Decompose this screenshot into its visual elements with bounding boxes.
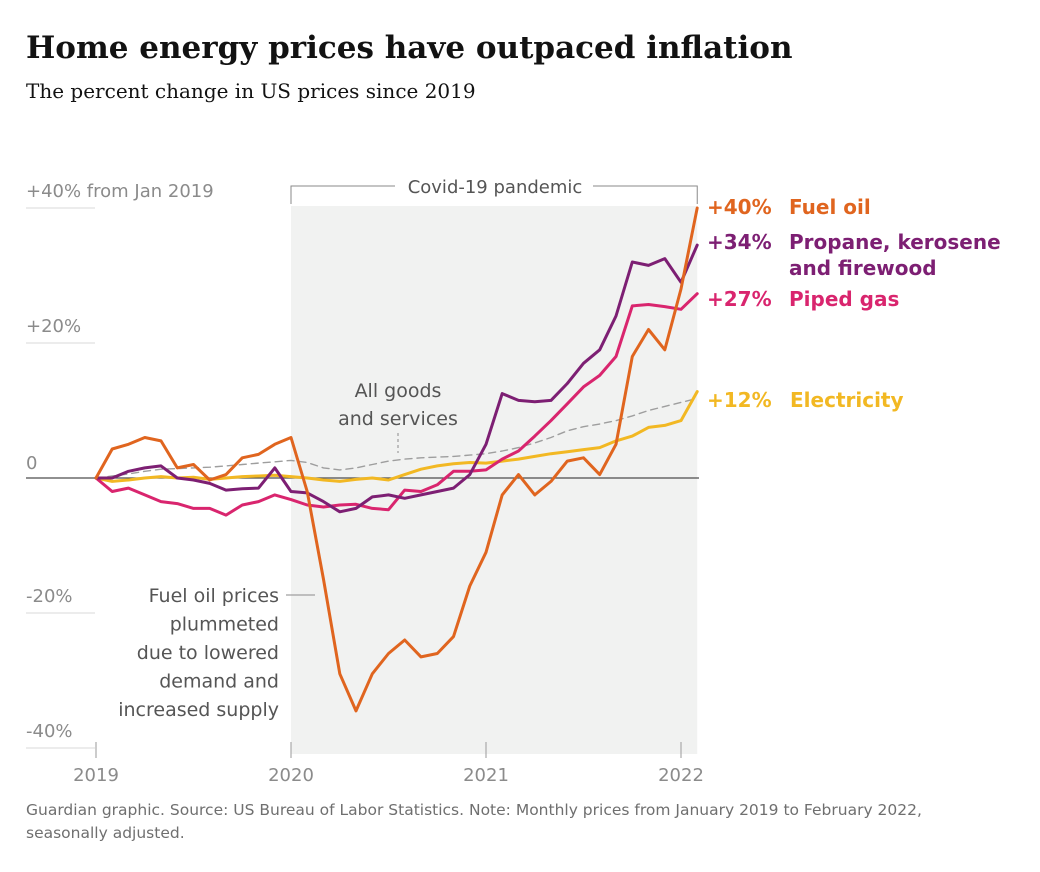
x-tick-label-2019: 2019: [73, 765, 119, 786]
annotation-fuel-oil-line3: due to lowered: [137, 642, 279, 664]
series-line-electricity: [94, 390, 699, 483]
x-tick-label-2022: 2022: [658, 765, 704, 786]
end-label-value-piped_gas: +27%: [707, 287, 772, 311]
end-label-value-fuel_oil: +40%: [707, 195, 772, 219]
annotation-all-goods-line2: and services: [338, 408, 458, 430]
axis-group: +40% from Jan 2019 +20% 0 -20% -40% 2019 2020 2…: [26, 181, 704, 786]
x-tick-label-2021: 2021: [463, 765, 509, 786]
annotation-group: Covid-19 pandemic All goods and services Fu…: [118, 177, 698, 721]
annotation-fuel-oil-line5: increased supply: [118, 699, 279, 721]
y-tick-label-20: +20%: [26, 316, 81, 337]
y-tick-label-40-from-jan-2019: +40% from Jan 2019: [26, 181, 214, 202]
chart-subtitle: The percent change in US prices since 20…: [26, 79, 476, 103]
series-line-fuel-oil: [94, 206, 699, 713]
series-line-propane-kerosene-and-firewood: [94, 243, 699, 514]
annotation-fuel-oil-line4: demand and: [159, 671, 279, 693]
end-label-name-propane-1: Propane, kerosene: [789, 230, 1001, 254]
series-group: [94, 206, 699, 713]
end-label-value-electricity: +12%: [707, 388, 772, 412]
end-label-name-electricity: Electricity: [790, 388, 904, 412]
covid-bracket-right: [593, 185, 698, 204]
annotation-fuel-oil-line2: plummeted: [170, 614, 279, 636]
y-tick-label-0: 0: [26, 453, 37, 474]
source-note-line2: seasonally adjusted.: [26, 824, 185, 842]
end-label-name-propane-2: and firewood: [789, 256, 937, 280]
end-label-name-piped_gas: Piped gas: [789, 287, 899, 311]
x-tick-label-2020: 2020: [268, 765, 314, 786]
y-tick-label-20: -20%: [26, 586, 73, 607]
end-label-value-propane: +34%: [707, 230, 772, 254]
source-note: Guardian graphic. Source: US Bureau of L…: [26, 801, 922, 819]
chart-title: Home energy prices have outpaced inflati…: [26, 30, 792, 66]
y-tick-label-40: -40%: [26, 721, 73, 742]
end-label-name-fuel_oil: Fuel oil: [789, 195, 871, 219]
annotation-all-goods-line1: All goods: [355, 380, 442, 402]
covid-bracket-left: [290, 185, 395, 204]
annotation-fuel-oil-line1: Fuel oil prices: [149, 585, 279, 607]
covid-label: Covid-19 pandemic: [408, 177, 583, 198]
series-line-piped-gas: [94, 292, 699, 517]
